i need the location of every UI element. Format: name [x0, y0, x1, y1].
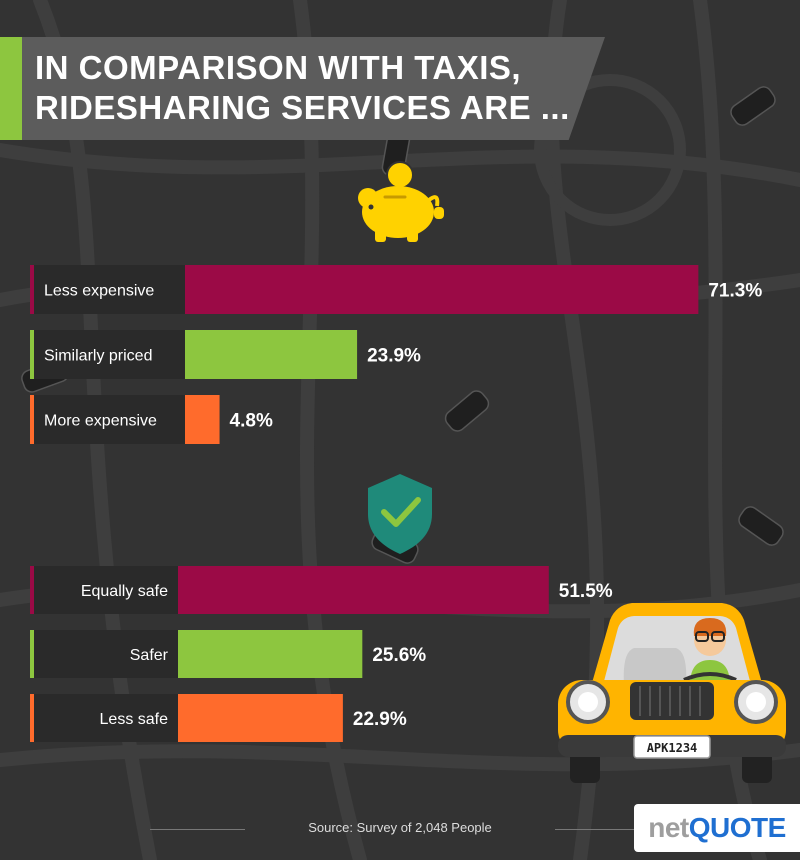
- logo-part-net: net: [648, 812, 689, 843]
- label-accent: [30, 566, 34, 614]
- source-divider-left: [150, 829, 245, 830]
- category-label: Less safe: [100, 711, 169, 728]
- label-accent: [30, 265, 34, 314]
- source-divider-right: [555, 829, 635, 830]
- label-box: [30, 395, 185, 444]
- category-label: Equally safe: [81, 583, 168, 600]
- label-accent: [30, 330, 34, 379]
- value-label: 71.3%: [708, 281, 762, 302]
- shield-check-icon: [368, 474, 432, 554]
- value-label: 22.9%: [353, 709, 407, 730]
- label-box: [30, 630, 178, 678]
- label-box: [30, 694, 178, 742]
- bar: [178, 694, 343, 742]
- value-label: 23.9%: [367, 346, 421, 367]
- bar: [185, 395, 220, 444]
- value-label: 4.8%: [230, 411, 273, 432]
- bar: [185, 265, 699, 314]
- piggy-bank-icon: [358, 161, 444, 242]
- title-accent-bar: [0, 37, 22, 140]
- label-accent: [30, 395, 34, 444]
- label-accent: [30, 694, 34, 742]
- page-title: IN COMPARISON WITH TAXIS, RIDESHARING SE…: [35, 49, 570, 126]
- license-plate: APK1234: [647, 741, 698, 755]
- bar: [178, 630, 363, 678]
- logo-part-quote: QUOTE: [688, 812, 787, 843]
- label-box: [30, 265, 185, 314]
- category-label: Less expensive: [44, 283, 154, 300]
- bar: [178, 566, 549, 614]
- category-label: More expensive: [44, 413, 157, 430]
- category-label: Safer: [130, 647, 169, 664]
- label-box: [30, 330, 185, 379]
- title-banner: [0, 37, 605, 140]
- taxi-driver-illustration: APK1234: [558, 603, 786, 783]
- label-box: [30, 566, 178, 614]
- netquote-logo: netQUOTE: [634, 804, 800, 852]
- bar: [185, 330, 358, 379]
- value-label: 51.5%: [559, 581, 613, 602]
- bar-group-1: Less expensive 71.3% Similarly priced 23.9%…: [30, 265, 762, 444]
- bar-group-2: Equally safe 51.5% Safer 25.6% Less safe 22.9…: [30, 566, 613, 742]
- source-note: Source: Survey of 2,048 People: [308, 820, 492, 835]
- category-label: Similarly priced: [44, 348, 152, 365]
- value-label: 25.6%: [372, 645, 426, 666]
- label-accent: [30, 630, 34, 678]
